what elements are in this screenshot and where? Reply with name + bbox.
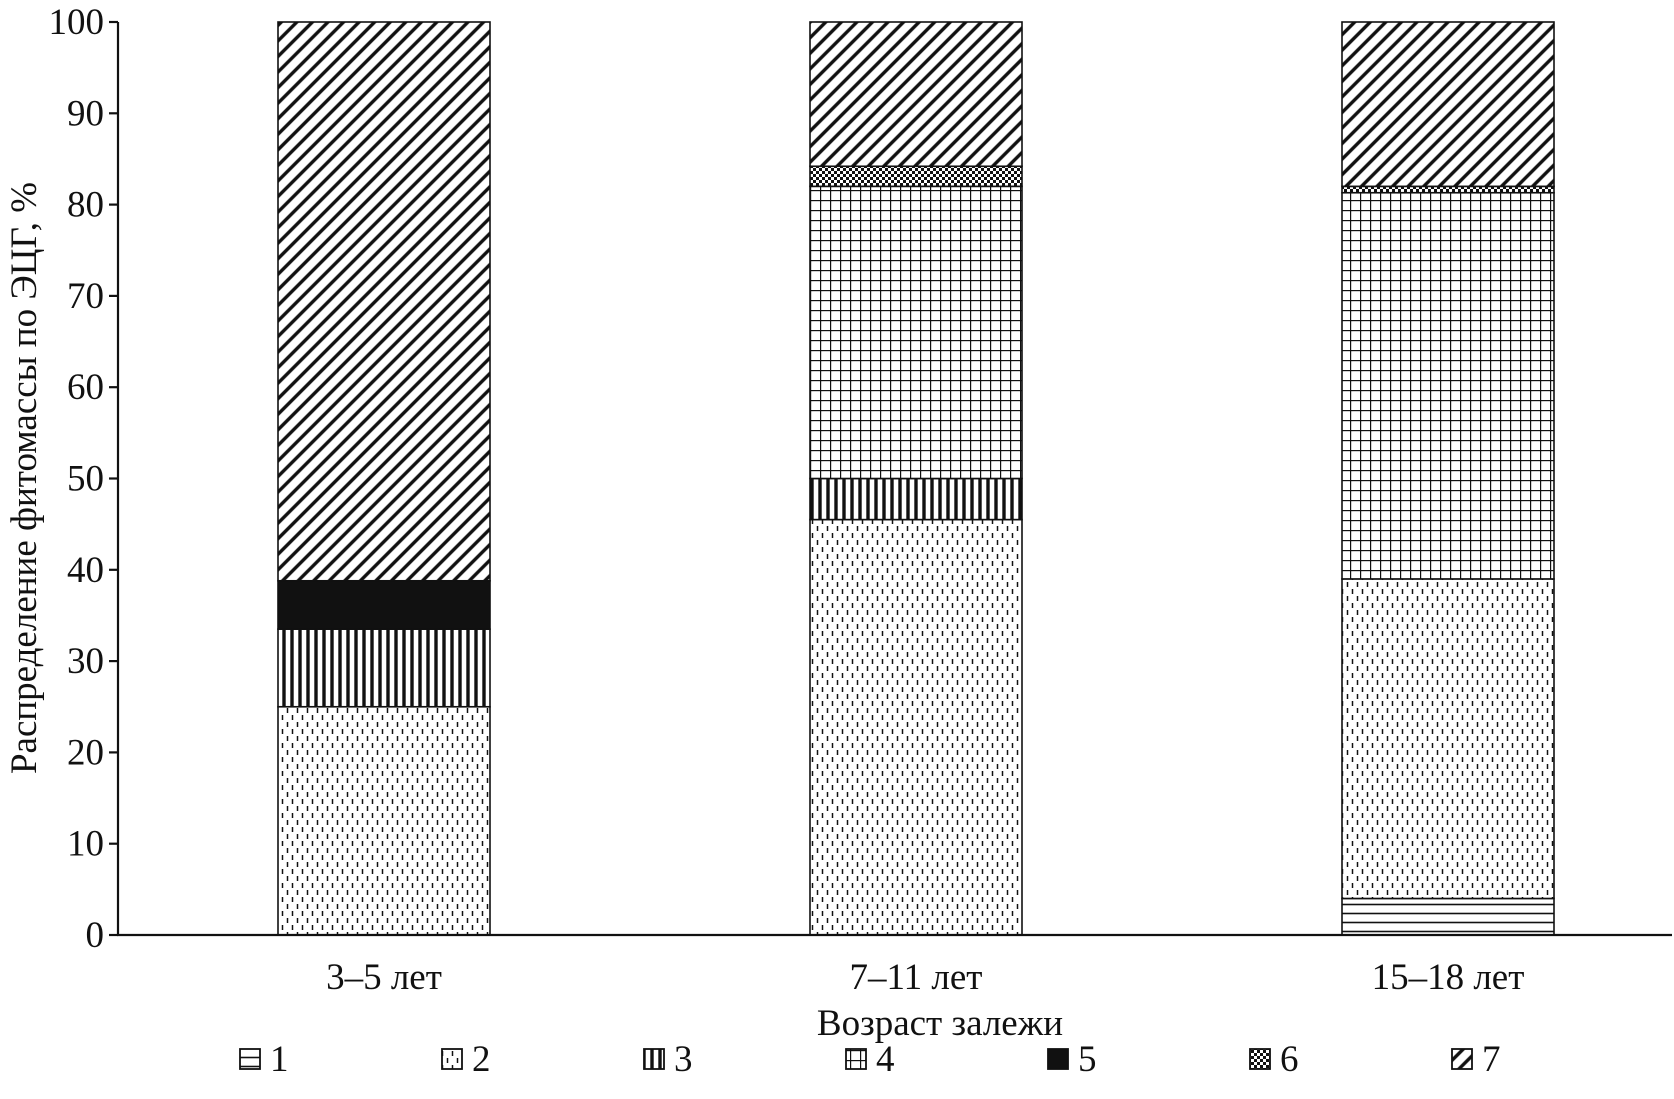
legend-swatch-series-4 — [845, 1048, 867, 1070]
bar-segment-series-4 — [809, 185, 1023, 480]
y-axis-title: Распределение фитомассы по ЭЦГ, % — [4, 182, 45, 774]
bar-segment-series-2 — [277, 705, 491, 936]
y-tick-label: 30 — [67, 641, 104, 682]
bar-segment-series-7 — [1341, 21, 1555, 188]
legend-label-series-1: 1 — [270, 1039, 289, 1080]
bars-layer — [277, 21, 1555, 936]
bar-segment-series-4 — [1341, 191, 1555, 580]
bar-segment-series-6 — [809, 165, 1023, 188]
legend-label-series-2: 2 — [472, 1039, 491, 1080]
legend-label-series-7: 7 — [1482, 1039, 1501, 1080]
legend-label-series-3: 3 — [674, 1039, 693, 1080]
bar-segment-series-6 — [1341, 185, 1555, 194]
y-tick-label: 10 — [67, 824, 104, 865]
bar-segment-series-5 — [277, 579, 491, 630]
legend-swatch-series-1 — [239, 1048, 261, 1070]
y-tick-label: 60 — [67, 367, 104, 408]
y-tick-label: 20 — [67, 732, 104, 773]
legend-swatch-series-6 — [1249, 1048, 1271, 1070]
bar-segment-series-1 — [1341, 897, 1555, 936]
bar-segment-series-7 — [809, 21, 1023, 168]
y-tick-label: 80 — [67, 185, 104, 226]
x-axis-category-labels: 3–5 лет 7–11 лет 15–18 лет — [326, 957, 1524, 998]
bar-segment-series-2 — [1341, 578, 1555, 900]
legend-label-series-6: 6 — [1280, 1039, 1299, 1080]
x-category-label: 15–18 лет — [1372, 957, 1525, 998]
x-category-label: 7–11 лет — [850, 957, 983, 998]
y-tick-label: 100 — [49, 2, 105, 43]
bar-stack — [277, 21, 491, 936]
y-tick-label: 50 — [67, 459, 104, 500]
legend: 1 2 3 4 5 6 7 — [239, 1039, 1501, 1080]
legend-swatch-series-7 — [1451, 1048, 1473, 1070]
y-tick-label: 40 — [67, 550, 104, 591]
bar-segment-series-2 — [809, 518, 1023, 936]
y-axis-ticks: 0 10 20 30 40 50 60 70 80 90 100 — [49, 2, 118, 956]
x-category-label: 3–5 лет — [326, 957, 442, 998]
y-tick-label: 90 — [67, 93, 104, 134]
bar-stack — [809, 21, 1023, 936]
y-tick-label: 70 — [67, 276, 104, 317]
bar-segment-series-3 — [809, 477, 1023, 521]
legend-swatch-series-3 — [643, 1048, 665, 1070]
bar-stack — [1341, 21, 1555, 936]
bar-segment-series-7 — [277, 21, 491, 582]
legend-swatch-series-2 — [441, 1048, 463, 1070]
x-axis-title: Возраст залежи — [817, 1003, 1063, 1044]
y-tick-label: 0 — [86, 915, 105, 956]
bar-segment-series-3 — [277, 628, 491, 708]
legend-label-series-4: 4 — [876, 1039, 895, 1080]
legend-label-series-5: 5 — [1078, 1039, 1097, 1080]
legend-swatch-series-5 — [1047, 1048, 1069, 1070]
